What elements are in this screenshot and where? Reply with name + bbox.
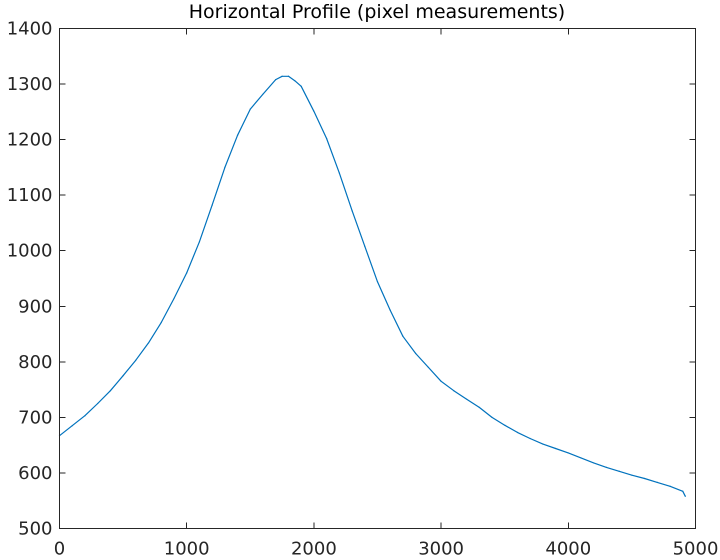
data-point [376,281,379,283]
y-tick-label: 900 [18,296,52,317]
data-point [593,462,595,464]
data-point [682,490,684,492]
data-point [529,437,531,440]
data-point [300,85,302,87]
data-point [173,297,175,300]
data-point [122,375,124,377]
data-point [605,466,608,468]
data-point [644,477,646,480]
data-point [338,172,340,174]
data-point [453,390,455,392]
data-point [567,452,569,454]
data-point [554,447,557,450]
x-tick-label: 3000 [418,539,464,560]
y-tick-label: 1300 [7,74,53,95]
data-point [684,495,686,497]
data-point [427,366,429,368]
data-point [224,166,226,168]
data-point [516,431,519,433]
x-tick-label: 1000 [164,539,210,560]
x-axis-ticks: 0 1000 2000 3000 4000 5000 [54,28,719,560]
data-point [402,335,404,337]
x-tick-label: 2000 [291,539,337,560]
data-point [415,352,417,355]
data-point [631,474,633,476]
data-point [465,398,468,400]
data-point [281,75,283,77]
y-tick-label: 800 [18,352,52,373]
data-point [135,359,137,361]
y-tick-label: 500 [18,519,52,540]
data-point [618,470,620,472]
y-tick-label: 1000 [7,241,53,262]
data-point [275,79,277,81]
data-point [186,272,188,274]
data-point [97,402,99,405]
data-point [147,342,150,344]
axes-box [59,28,696,529]
data-point [478,406,480,408]
data-point [287,75,290,77]
data-point [236,134,239,136]
data-point [326,137,328,140]
data-point [71,425,73,427]
data-point [249,108,251,110]
data-point [504,424,506,426]
y-tick-label: 1200 [7,130,53,151]
data-point [198,241,201,243]
data-point [211,204,213,206]
data-point [84,415,86,417]
y-tick-label: 1100 [7,185,53,206]
x-tick-label: 5000 [673,539,719,560]
data-point [656,481,658,483]
data-point [262,93,264,95]
x-tick-label: 4000 [545,539,591,560]
data-point [491,416,493,418]
data-point [389,309,391,311]
data-point [160,321,162,323]
data-point [109,390,111,392]
data-layer [58,75,686,497]
chart-title: Horizontal Profile (pixel measurements) [189,1,565,23]
y-axis-ticks: 500 600 700 800 900 1000 1100 1200 1300 1400 [7,19,696,540]
data-point [313,110,315,112]
data-point [351,210,353,212]
data-point [580,457,582,459]
x-tick-label: 0 [54,539,65,560]
data-point [364,245,366,247]
data-point [440,380,442,382]
data-point [294,80,296,82]
series-line [59,75,686,497]
data-point [542,443,544,445]
data-point [669,485,671,487]
y-tick-label: 1400 [7,19,53,40]
y-tick-label: 600 [18,463,52,484]
y-tick-label: 700 [18,407,52,428]
